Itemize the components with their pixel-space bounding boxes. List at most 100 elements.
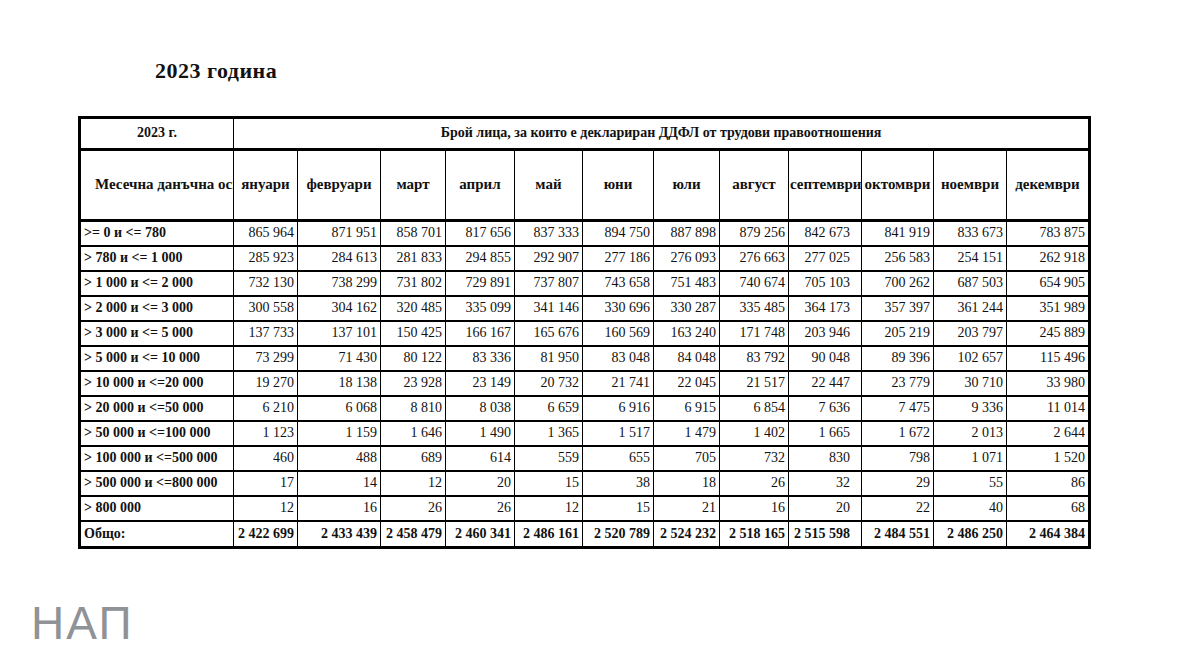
data-cell: 488 [298,446,381,471]
data-cell: 364 173 [789,296,862,321]
span-header-title: Брой лица, за които е деклариран ДДФЛ от… [234,118,1090,150]
data-cell: 21 [654,496,720,521]
data-cell: 300 558 [234,296,298,321]
data-cell: 729 891 [446,271,515,296]
data-cell: 276 093 [654,246,720,271]
data-cell: 14 [298,471,381,496]
data-cell: 460 [234,446,298,471]
data-cell: 1 071 [934,446,1007,471]
data-cell: 783 875 [1007,221,1090,246]
row-header-title: Месечна данъчна основа [80,150,234,221]
table-row: > 500 000 и <=800 0001714122015381826322… [80,471,1090,496]
data-cell: 284 613 [298,246,381,271]
row-label-tax-base-range: > 500 000 и <=800 000 [80,471,234,496]
data-cell: 817 656 [446,221,515,246]
data-cell: 83 792 [720,346,789,371]
data-cell: 6 659 [515,396,583,421]
total-cell: 2 422 699 [234,521,298,548]
data-cell: 7 636 [789,396,862,421]
data-cell: 655 [583,446,654,471]
data-cell: 83 336 [446,346,515,371]
data-cell: 6 210 [234,396,298,421]
data-cell: 705 103 [789,271,862,296]
data-cell: 614 [446,446,515,471]
total-cell: 2 518 165 [720,521,789,548]
row-label-tax-base-range: > 800 000 [80,496,234,521]
data-cell: 23 779 [862,371,934,396]
data-cell: 166 167 [446,321,515,346]
column-header-month-9: септември [789,150,862,221]
row-label-tax-base-range: > 2 000 и <= 3 000 [80,296,234,321]
data-cell: 687 503 [934,271,1007,296]
data-cell: 115 496 [1007,346,1090,371]
data-cell: 1 123 [234,421,298,446]
data-cell: 254 151 [934,246,1007,271]
data-cell: 858 701 [381,221,446,246]
data-cell: 40 [934,496,1007,521]
data-cell: 137 733 [234,321,298,346]
data-cell: 865 964 [234,221,298,246]
table-row: > 5 000 и <= 10 00073 29971 43080 12283 … [80,346,1090,371]
data-cell: 740 674 [720,271,789,296]
data-cell: 732 130 [234,271,298,296]
data-cell: 17 [234,471,298,496]
total-cell: 2 464 384 [1007,521,1090,548]
data-cell: 23 928 [381,371,446,396]
data-cell: 12 [515,496,583,521]
data-cell: 1 402 [720,421,789,446]
data-cell: 26 [446,496,515,521]
data-cell: 1 517 [583,421,654,446]
data-cell: 320 485 [381,296,446,321]
column-header-month-7: юли [654,150,720,221]
data-cell: 165 676 [515,321,583,346]
data-cell: 751 483 [654,271,720,296]
data-cell: 842 673 [789,221,862,246]
data-cell: 2 644 [1007,421,1090,446]
table-row: > 3 000 и <= 5 000137 733137 101150 4251… [80,321,1090,346]
table-row: > 1 000 и <= 2 000732 130738 299731 8027… [80,271,1090,296]
total-cell: 2 484 551 [862,521,934,548]
data-cell: 285 923 [234,246,298,271]
data-cell: 81 950 [515,346,583,371]
data-cell: 1 159 [298,421,381,446]
data-cell: 38 [583,471,654,496]
data-cell: 731 802 [381,271,446,296]
page-title: 2023 година [155,58,277,84]
column-header-month-10: октомври [862,150,934,221]
data-cell: 11 014 [1007,396,1090,421]
total-cell: 2 460 341 [446,521,515,548]
data-cell: 21 741 [583,371,654,396]
total-cell: 2 520 789 [583,521,654,548]
data-cell: 16 [298,496,381,521]
data-cell: 7 475 [862,396,934,421]
data-cell: 276 663 [720,246,789,271]
data-cell: 171 748 [720,321,789,346]
data-cell: 33 980 [1007,371,1090,396]
data-cell: 6 854 [720,396,789,421]
data-cell: 654 905 [1007,271,1090,296]
data-cell: 256 583 [862,246,934,271]
data-cell: 18 138 [298,371,381,396]
data-cell: 304 162 [298,296,381,321]
column-header-month-2: февруари [298,150,381,221]
data-cell: 1 646 [381,421,446,446]
column-header-month-5: май [515,150,583,221]
row-label-tax-base-range: > 780 и <= 1 000 [80,246,234,271]
data-cell: 19 270 [234,371,298,396]
data-cell: 20 [789,496,862,521]
data-cell: 262 918 [1007,246,1090,271]
data-cell: 2 013 [934,421,1007,446]
corner-header-year: 2023 г. [80,118,234,150]
table-header: 2023 г. Брой лица, за които е деклариран… [80,118,1090,221]
data-cell: 6 068 [298,396,381,421]
data-cell: 26 [720,471,789,496]
table-row: >= 0 и <= 780865 964871 951858 701817 65… [80,221,1090,246]
data-cell: 330 696 [583,296,654,321]
data-cell: 887 898 [654,221,720,246]
data-cell: 16 [720,496,789,521]
data-cell: 23 149 [446,371,515,396]
total-cell: 2 515 598 [789,521,862,548]
data-cell: 737 807 [515,271,583,296]
data-cell: 1 365 [515,421,583,446]
data-cell: 32 [789,471,862,496]
